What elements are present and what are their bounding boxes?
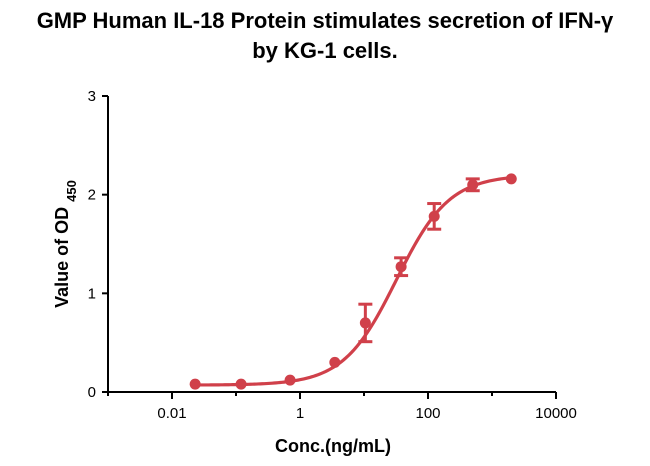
- y-tick-label: 2: [88, 187, 96, 204]
- chart-title-line-2: by KG-1 cells.: [252, 38, 398, 63]
- y-axis-title: Value of OD 450: [52, 180, 79, 308]
- points-layer: [189, 173, 517, 390]
- chart-title-line-1: GMP Human IL-18 Protein stimulates secre…: [36, 8, 614, 33]
- data-point: [235, 378, 247, 390]
- data-point: [428, 210, 440, 222]
- ticks: 0 1 2 3 0.01 1 100 10000: [88, 88, 577, 422]
- x-tick-label: 1: [296, 405, 304, 422]
- y-tick-label: 0: [88, 384, 96, 401]
- fit-curve: [193, 176, 513, 387]
- data-point: [395, 261, 407, 273]
- y-axis-title-subscript: 450: [64, 180, 79, 202]
- x-tick-label: 10000: [535, 405, 577, 422]
- data-point: [505, 173, 517, 185]
- data-point: [284, 374, 296, 386]
- chart-title: GMP Human IL-18 Protein stimulates secre…: [0, 6, 650, 66]
- x-tick-label: 100: [415, 405, 440, 422]
- data-point: [189, 378, 201, 390]
- data-point: [467, 179, 479, 191]
- x-axis-title: Conc.(ng/mL): [275, 436, 391, 456]
- y-axis-title-main: Value of OD: [52, 207, 72, 308]
- data-point: [329, 356, 341, 368]
- x-tick-label: 0.01: [157, 405, 186, 422]
- y-tick-label: 1: [88, 285, 96, 302]
- axes: [107, 96, 556, 393]
- data-point: [359, 317, 371, 329]
- y-tick-label: 3: [88, 88, 96, 105]
- fit-curve-layer: [193, 176, 513, 387]
